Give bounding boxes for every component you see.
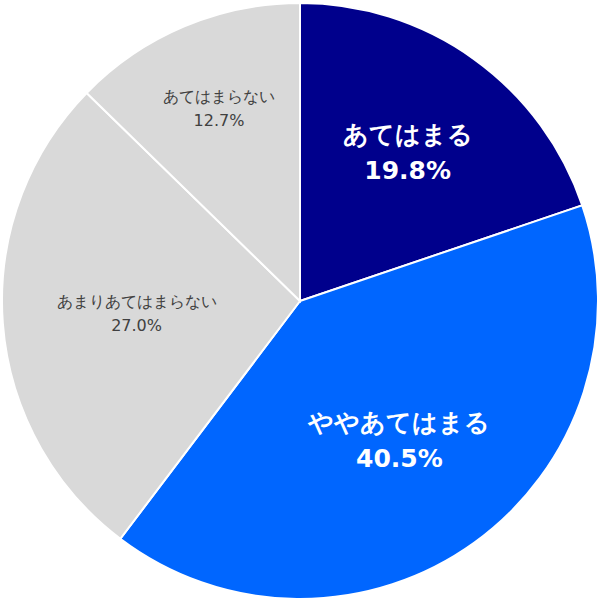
slice-value-label: 19.8% [364,156,451,185]
slice-value-label: 27.0% [111,316,162,335]
slice-value-label: 12.7% [194,111,245,130]
labels: あてはまる 19.8% ややあてはまる 40.5% あまりあてはまらない 27.0% あては… [57,87,491,472]
pie-chart: あてはまる 19.8% ややあてはまる 40.5% あまりあてはまらない 27.0% あては… [0,0,600,602]
slice-category-label: あまりあてはまらない [57,292,217,311]
chart-container: あてはまる 19.8% ややあてはまる 40.5% あまりあてはまらない 27.0% あては… [0,0,600,602]
slice-category-label: あてはまる [343,120,473,149]
pie-slice [87,3,300,301]
slice-category-label: あてはまらない [163,87,275,106]
slice-category-label: ややあてはまる [307,408,490,437]
slices [2,3,598,599]
slice-value-label: 40.5% [356,444,443,473]
